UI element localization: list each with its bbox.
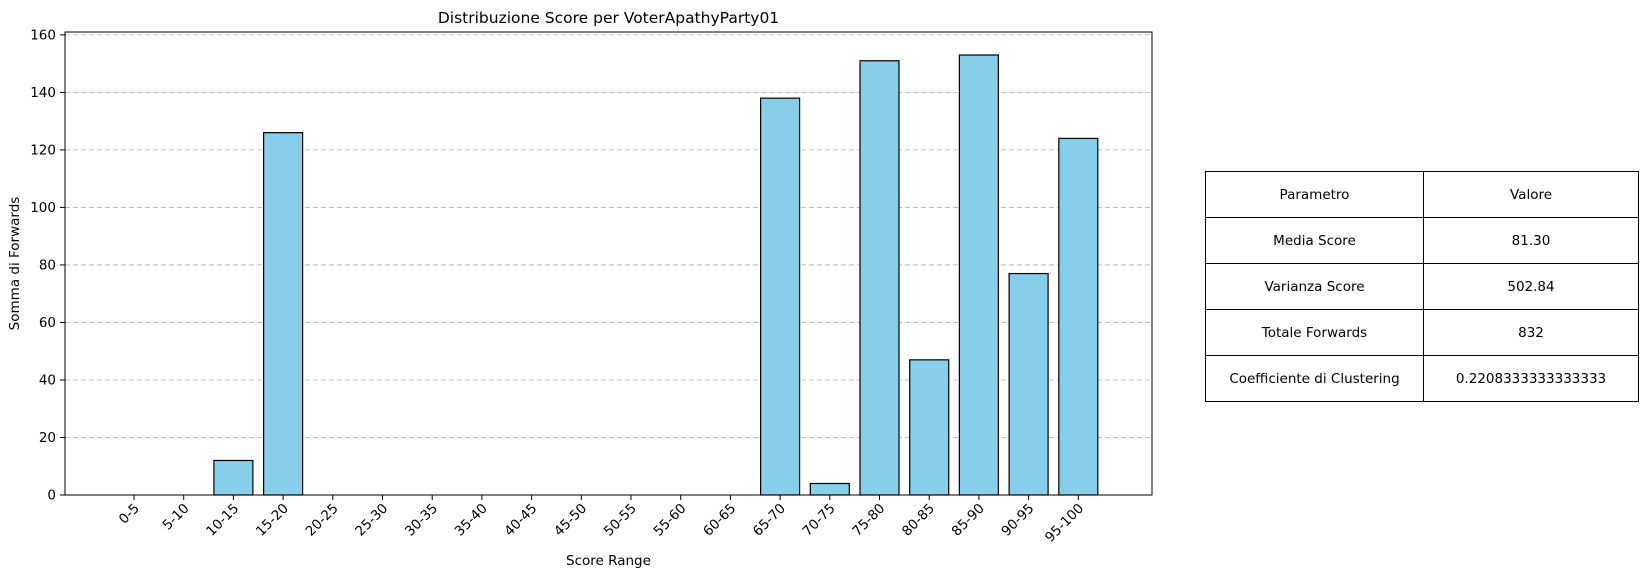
x-tick-label: 75-80 — [849, 501, 888, 540]
plot-frame — [64, 31, 1153, 496]
param-name-cell: Totale Forwards — [1205, 309, 1424, 356]
x-tick-label: 30-35 — [402, 501, 441, 540]
y-tick-label: 120 — [30, 142, 56, 158]
x-tick-label: 80-85 — [899, 501, 938, 540]
x-tick-label: 10-15 — [203, 501, 242, 540]
x-tick-label: 15-20 — [253, 501, 292, 540]
y-tick-label: 20 — [39, 430, 56, 446]
x-axis: 0-5 5-10 10-15 15-20 20-25 25-30 30-35 35-40 40-… — [116, 495, 1087, 546]
y-tick-label: 60 — [39, 315, 56, 331]
x-tick-label: 35-40 — [452, 501, 491, 540]
x-tick-label: 40-45 — [501, 501, 540, 540]
x-tick-label: 70-75 — [800, 501, 839, 540]
y-tick-label: 140 — [30, 85, 56, 101]
x-tick-label: 90-95 — [998, 501, 1037, 540]
param-value-cell: 81.30 — [1423, 217, 1639, 264]
bar-10-15 — [213, 459, 254, 496]
bar-90-95 — [1008, 272, 1049, 496]
x-tick-label: 5-10 — [160, 501, 193, 534]
x-tick-label: 65-70 — [750, 501, 789, 540]
x-tick-label: 55-60 — [650, 501, 689, 540]
bar-85-90 — [958, 54, 1000, 496]
y-tick-label: 160 — [30, 27, 56, 43]
bars — [213, 54, 1099, 496]
y-tick-label: 80 — [39, 257, 56, 273]
param-name-cell: Coefficiente di Clustering — [1205, 355, 1424, 402]
param-name-cell: Varianza Score — [1205, 263, 1424, 310]
x-axis-label: Score Range — [566, 553, 651, 569]
y-axis-label: Somma di Forwards — [7, 197, 23, 331]
x-tick-label: 85-90 — [949, 501, 988, 540]
table-row: Coefficiente di Clustering 0.22083333333… — [1205, 355, 1639, 402]
bar-chart: 0 20 40 60 80 100 120 140 160 0-5 5-10 10-15 15-20 2… — [7, 9, 1153, 569]
param-value-cell: 832 — [1423, 309, 1639, 356]
x-tick-label: 45-50 — [551, 501, 590, 540]
bar-65-70 — [759, 97, 801, 496]
x-tick-label: 60-65 — [700, 501, 739, 540]
header-cell-parametro: Parametro — [1205, 171, 1424, 218]
bar-75-80 — [859, 60, 900, 496]
y-tick-label: 40 — [39, 372, 56, 388]
x-tick-label: 25-30 — [352, 501, 391, 540]
param-value-cell: 502.84 — [1423, 263, 1639, 310]
param-name-cell: Media Score — [1205, 217, 1424, 264]
parameters-table: Parametro Valore Media Score 81.30 Varia… — [1205, 171, 1639, 402]
x-tick-label: 95-100 — [1042, 501, 1087, 546]
chart-title: Distribuzione Score per VoterApathyParty… — [438, 9, 779, 27]
x-tick-label: 50-55 — [601, 501, 640, 540]
y-axis: 0 20 40 60 80 100 120 140 160 — [30, 27, 65, 504]
bar-15-20 — [263, 132, 304, 496]
bar-80-85 — [909, 359, 950, 496]
header-cell-valore: Valore — [1423, 171, 1639, 218]
x-tick-label: 20-25 — [303, 501, 342, 540]
table-row: Totale Forwards 832 — [1205, 309, 1639, 356]
y-tick-label: 100 — [30, 200, 56, 216]
bar-95-100 — [1058, 137, 1099, 496]
table-row: Media Score 81.30 — [1205, 217, 1639, 264]
table-row: Varianza Score 502.84 — [1205, 263, 1639, 310]
bar-70-75 — [809, 482, 850, 496]
param-value-cell: 0.2208333333333333 — [1423, 355, 1639, 402]
table-header-row: Parametro Valore — [1205, 171, 1639, 218]
y-tick-label: 0 — [47, 488, 56, 504]
x-tick-label: 0-5 — [116, 501, 143, 528]
